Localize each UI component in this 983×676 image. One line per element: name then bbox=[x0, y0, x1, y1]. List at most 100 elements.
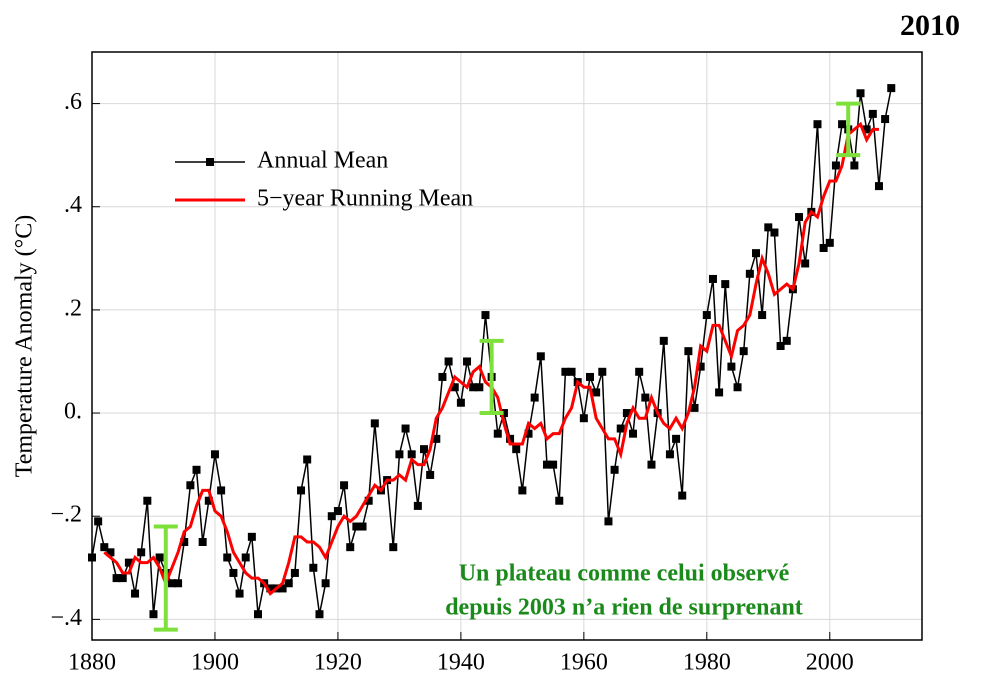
data-point bbox=[561, 367, 570, 376]
data-point bbox=[210, 450, 219, 459]
data-point bbox=[733, 383, 742, 392]
data-point bbox=[450, 383, 459, 392]
data-point bbox=[604, 517, 613, 526]
legend-marker bbox=[206, 158, 214, 166]
data-point bbox=[536, 352, 545, 361]
data-point bbox=[881, 115, 890, 124]
data-point bbox=[659, 336, 668, 345]
data-point bbox=[223, 553, 232, 562]
data-point bbox=[198, 538, 207, 546]
corner-label: 2010 bbox=[900, 9, 960, 42]
data-point bbox=[303, 455, 312, 464]
data-point bbox=[635, 367, 644, 376]
data-point bbox=[192, 465, 201, 474]
data-point bbox=[856, 89, 865, 98]
data-point bbox=[555, 496, 564, 505]
data-point bbox=[838, 120, 847, 129]
data-point bbox=[94, 517, 103, 526]
data-point bbox=[549, 460, 558, 469]
data-point bbox=[340, 481, 349, 490]
data-point bbox=[315, 610, 324, 619]
data-point bbox=[678, 491, 687, 500]
x-tick-label: 1920 bbox=[314, 650, 362, 676]
data-point bbox=[352, 522, 361, 531]
data-point bbox=[395, 450, 404, 459]
data-point bbox=[530, 393, 539, 402]
data-point bbox=[518, 486, 527, 495]
data-point bbox=[592, 388, 601, 397]
data-point bbox=[469, 383, 478, 392]
data-point bbox=[819, 244, 828, 252]
data-point bbox=[346, 543, 355, 552]
data-point bbox=[333, 507, 342, 516]
data-point bbox=[106, 548, 115, 557]
legend-label: 5−year Running Mean bbox=[257, 186, 473, 212]
data-point bbox=[512, 445, 521, 454]
data-point bbox=[567, 367, 576, 376]
data-point bbox=[217, 486, 226, 495]
data-point bbox=[708, 274, 717, 283]
data-point bbox=[266, 584, 275, 593]
data-point bbox=[475, 383, 484, 392]
data-point bbox=[684, 347, 693, 356]
data-point bbox=[118, 574, 127, 583]
data-point bbox=[321, 579, 330, 588]
data-point bbox=[887, 84, 896, 93]
data-point bbox=[155, 553, 164, 562]
data-point bbox=[426, 470, 435, 479]
data-point bbox=[542, 460, 551, 469]
data-point bbox=[579, 414, 588, 423]
data-point bbox=[247, 532, 256, 541]
data-point bbox=[745, 269, 754, 278]
x-tick-label: 1880 bbox=[68, 650, 116, 676]
data-point bbox=[432, 434, 441, 443]
data-point bbox=[180, 538, 189, 546]
data-point bbox=[665, 450, 674, 459]
data-point bbox=[622, 409, 631, 418]
data-point bbox=[278, 584, 287, 593]
x-tick-label: 1960 bbox=[560, 650, 608, 676]
data-point bbox=[825, 238, 834, 247]
data-point bbox=[284, 579, 293, 588]
y-axis-label: Temperature Anomaly (°C) bbox=[12, 215, 38, 478]
data-point bbox=[100, 543, 109, 552]
data-point bbox=[868, 109, 877, 118]
y-tick-label: .6 bbox=[64, 89, 82, 115]
data-point bbox=[696, 362, 705, 371]
data-point bbox=[795, 213, 804, 222]
data-point bbox=[167, 579, 176, 588]
data-point bbox=[586, 372, 594, 381]
data-point bbox=[204, 496, 213, 505]
data-point bbox=[88, 553, 96, 562]
data-point bbox=[764, 223, 773, 232]
data-point bbox=[420, 445, 428, 454]
data-point bbox=[327, 512, 336, 521]
data-point bbox=[690, 403, 699, 412]
data-point bbox=[715, 388, 724, 397]
data-point bbox=[702, 311, 711, 320]
data-point bbox=[389, 543, 398, 552]
x-tick-label: 2000 bbox=[806, 650, 854, 676]
data-point bbox=[309, 563, 318, 572]
data-point bbox=[370, 419, 379, 428]
legend-label: Annual Mean bbox=[257, 148, 388, 174]
data-point bbox=[137, 548, 146, 557]
data-point bbox=[149, 610, 158, 619]
x-tick-label: 1940 bbox=[437, 650, 485, 676]
data-point bbox=[456, 398, 465, 407]
y-tick-label: .2 bbox=[64, 295, 82, 321]
y-tick-label: −.4 bbox=[50, 605, 82, 631]
data-point bbox=[131, 589, 140, 598]
data-point bbox=[481, 311, 490, 320]
data-point bbox=[241, 553, 250, 562]
data-point bbox=[143, 496, 152, 505]
data-point bbox=[297, 486, 306, 495]
y-tick-label: −.2 bbox=[50, 502, 82, 528]
y-tick-label: .4 bbox=[64, 192, 82, 218]
data-point bbox=[739, 347, 748, 356]
data-point bbox=[862, 125, 871, 134]
data-point bbox=[721, 280, 730, 289]
data-point bbox=[174, 579, 183, 588]
